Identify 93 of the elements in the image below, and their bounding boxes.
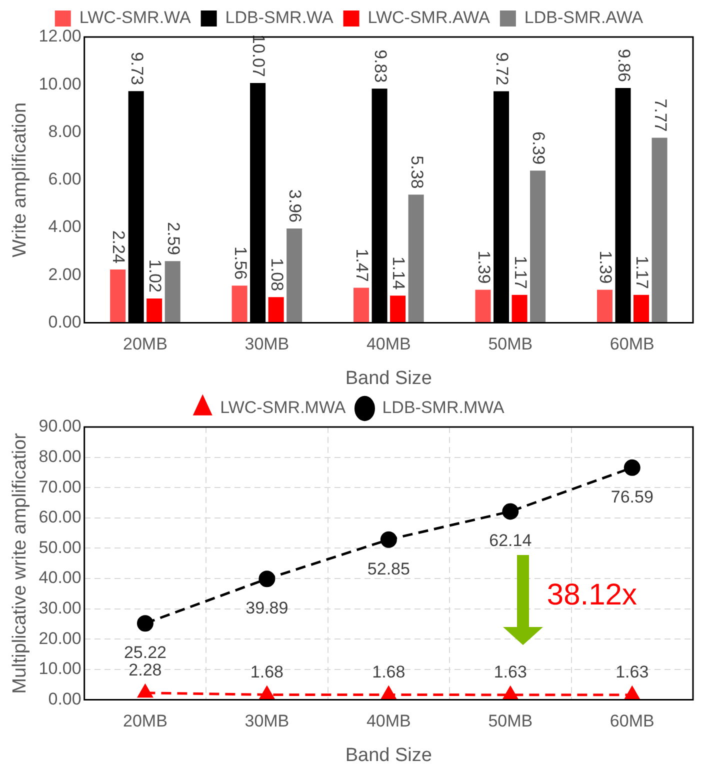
y-tick-label: 0.00 [48,312,82,332]
y-tick-label: 30.00 [38,598,82,618]
x-tick-label: 20MB [122,712,168,731]
data-label: 5.38 [407,156,426,189]
point [503,686,518,700]
x-tick-label: 40MB [366,334,411,354]
bar [634,294,650,323]
data-label: 1.63 [494,662,527,682]
y-tick-label: 4.00 [48,217,82,236]
data-label: 1.02 [146,259,165,293]
x-tick-label: 40MB [366,712,411,731]
y-tick-label: 20.00 [38,628,82,648]
y-tick-label: 6.00 [48,170,82,189]
data-label: 1.68 [250,662,284,682]
y-tick-label: 90.00 [38,416,82,436]
data-label: 62.14 [489,531,532,550]
point [258,570,276,588]
y-tick-label: 80.00 [38,447,82,466]
data-label: 9.72 [492,52,512,86]
data-label: 1.17 [510,256,530,289]
bar [390,296,406,323]
legend-label: LWC-SMR.AWA [368,8,491,28]
x-tick-label: 60MB [610,334,654,354]
y-axis-title: Write amplification [10,102,31,258]
legend-label: LWC-SMR.MWA [220,398,346,418]
point [624,686,640,700]
data-label: 7.77 [650,98,670,132]
bar [408,194,424,323]
data-label: 2.28 [128,660,162,680]
y-tick-label: 60.00 [38,508,82,527]
x-tick-label: 30MB [244,334,290,354]
y-tick-label: 10.00 [38,74,82,94]
data-label: 2.24 [109,230,128,264]
data-label: 6.39 [529,132,548,165]
annotation: 38.12x [546,578,637,612]
bar [475,290,491,323]
x-tick-label: 50MB [488,712,533,731]
point [502,503,519,520]
bar [268,297,284,323]
data-label: 1.63 [616,662,649,682]
y-tick-label: 0.00 [48,689,82,708]
y-axis-title: Multiplicative write amplificatior [10,432,31,694]
point [260,686,274,700]
y-tick-label: 70.00 [38,477,82,496]
bar [232,286,248,323]
point [624,459,640,476]
data-label: 9.83 [370,50,390,83]
bar [652,138,668,323]
y-tick-label: 12.00 [38,26,82,46]
point [138,684,153,698]
x-axis-title: Band Size [345,368,432,389]
legend-label: LWC-SMR.WA [79,8,192,28]
legend-label: LDB-SMR.WA [225,8,334,28]
data-label: 25.22 [124,643,166,662]
y-tick-label: 10.00 [38,659,82,678]
data-label: 52.85 [367,559,410,578]
y-tick-label: 50.00 [38,538,82,557]
bar [596,290,613,323]
y-tick-label: 2.00 [48,264,82,284]
data-label: 10.07 [249,34,268,77]
x-tick-label: 30MB [244,712,290,731]
legend-label: LDB-SMR.MWA [382,398,506,418]
point [136,615,154,632]
bar [354,288,370,323]
bar [146,298,162,323]
point [381,686,396,700]
x-tick-label: 50MB [488,334,533,354]
data-label: 9.73 [127,52,146,86]
data-label: 9.86 [614,48,634,82]
bar [164,261,180,323]
x-axis-title: Band Size [345,744,432,766]
data-label: 1.56 [230,246,250,280]
x-tick-label: 60MB [610,712,654,731]
y-tick-label: 40.00 [38,568,82,588]
data-label: 1.68 [372,662,406,682]
y-tick-label: 8.00 [48,122,82,141]
legend-label: LDB-SMR.AWA [524,8,644,28]
point [380,531,397,548]
data-label: 1.47 [352,248,372,282]
data-label: 39.89 [246,598,288,618]
data-label: 76.59 [610,487,654,506]
data-label: 3.96 [286,189,305,222]
data-label: 1.39 [596,250,616,284]
bar [110,269,126,323]
data-label: 1.17 [632,256,652,289]
data-label: 1.39 [474,250,494,284]
bar [512,294,528,323]
data-label: 2.59 [164,222,183,256]
data-label: 1.08 [267,258,286,292]
bar [286,228,302,323]
data-label: 1.14 [389,256,408,290]
bar [530,170,546,323]
x-tick-label: 20MB [122,334,168,354]
